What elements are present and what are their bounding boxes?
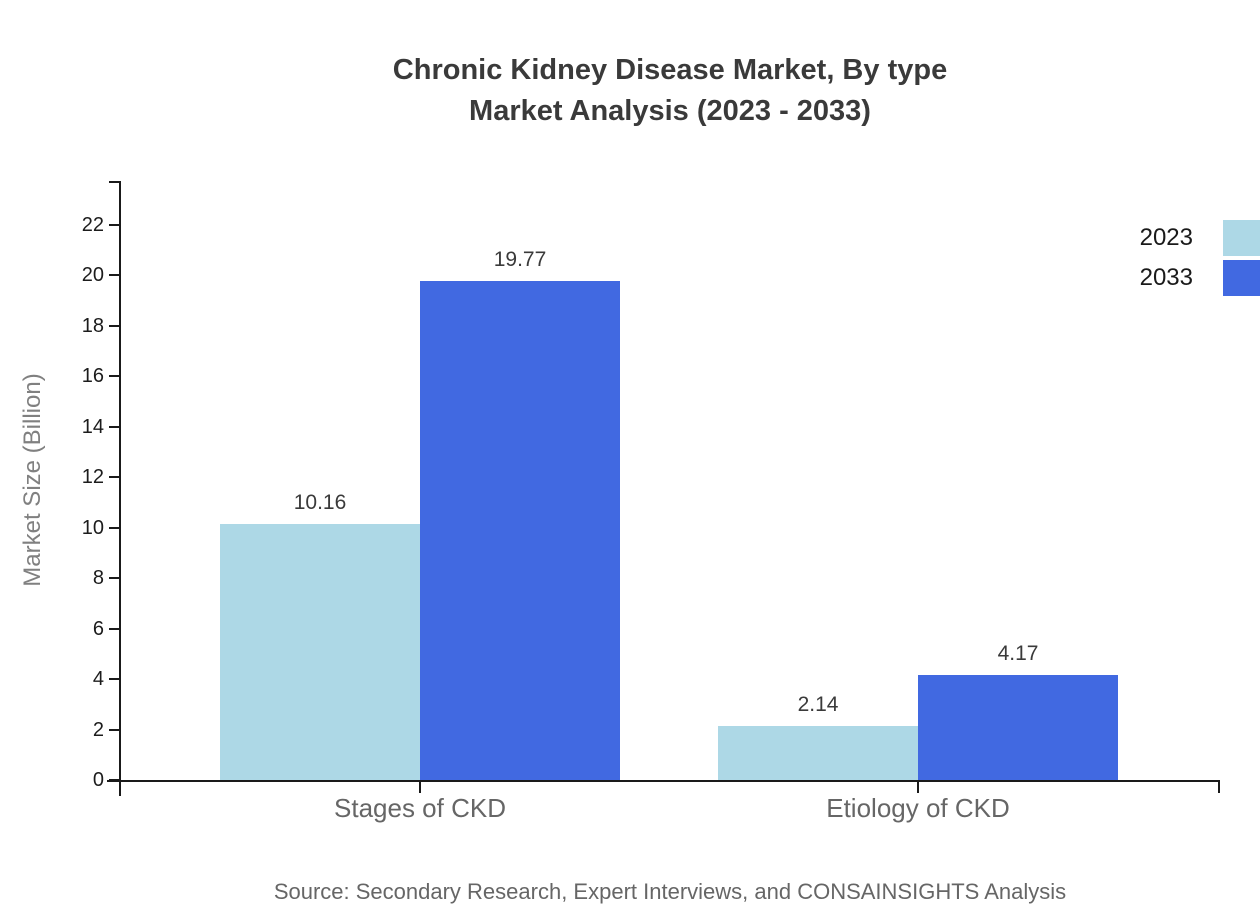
bar-value-label: 4.17 (997, 642, 1039, 665)
y-axis-tick-label: 14 (81, 415, 104, 438)
x-axis-line (107, 780, 1220, 782)
y-axis-end-cap (109, 181, 119, 183)
y-axis-tick (109, 425, 119, 428)
y-axis-tick-label: 8 (92, 567, 104, 590)
y-axis-tick-label: 6 (92, 617, 104, 640)
y-axis-tick (109, 678, 119, 681)
y-axis-tick (109, 577, 119, 580)
y-axis-tick (109, 274, 119, 277)
bar-2033-stages-of-ckd (420, 281, 620, 780)
x-axis-end-cap (1218, 780, 1220, 793)
legend-label-2033: 2033 (1139, 264, 1193, 291)
y-axis-tick (109, 526, 119, 529)
y-axis-tick (109, 728, 119, 731)
chart-title-line1: Chronic Kidney Disease Market, By type (392, 54, 948, 86)
y-axis-tick-label: 18 (81, 314, 104, 337)
legend-item-2023: 2023 (1100, 220, 1260, 256)
bar-2033-etiology-of-ckd (918, 675, 1118, 780)
legend-item-2033: 2033 (1100, 260, 1260, 296)
chart-title: Chronic Kidney Disease Market, By type M… (80, 50, 1260, 132)
legend: 2023 2033 (1100, 220, 1260, 300)
y-axis-tick-label: 0 (92, 769, 104, 791)
x-axis-category-label: Stages of CKD (334, 793, 506, 823)
y-axis-tick-label: 2 (92, 718, 104, 741)
y-axis-tick (109, 324, 119, 327)
x-axis-tick (419, 782, 421, 793)
y-axis-tick-label: 16 (81, 365, 104, 388)
x-axis-category-label: Etiology of CKD (826, 793, 1010, 823)
bar-2023-stages-of-ckd (220, 524, 420, 780)
y-axis-line (119, 181, 121, 796)
y-axis-tick-label: 10 (81, 516, 104, 539)
bar-value-label: 2.14 (797, 693, 839, 716)
x-axis-tick (917, 782, 919, 793)
y-axis-tick (109, 223, 119, 226)
y-axis-tick-label: 22 (81, 213, 104, 236)
y-axis-tick (109, 375, 119, 378)
chart-title-line2: Market Analysis (2023 - 2033) (469, 95, 871, 127)
source-attribution: Source: Secondary Research, Expert Inter… (273, 879, 1067, 904)
legend-swatch-2023 (1223, 220, 1260, 256)
bar-value-label: 10.16 (293, 491, 347, 514)
y-axis-tick (109, 476, 119, 479)
y-axis-tick-label: 12 (81, 466, 104, 489)
y-axis-tick (109, 627, 119, 630)
y-axis-tick-label: 4 (92, 668, 104, 691)
bar-value-label: 19.77 (493, 248, 547, 271)
legend-label-2023: 2023 (1139, 224, 1193, 251)
y-axis-tick-label: 20 (81, 264, 104, 287)
bar-2023-etiology-of-ckd (718, 726, 918, 780)
legend-swatch-2033 (1223, 260, 1260, 296)
